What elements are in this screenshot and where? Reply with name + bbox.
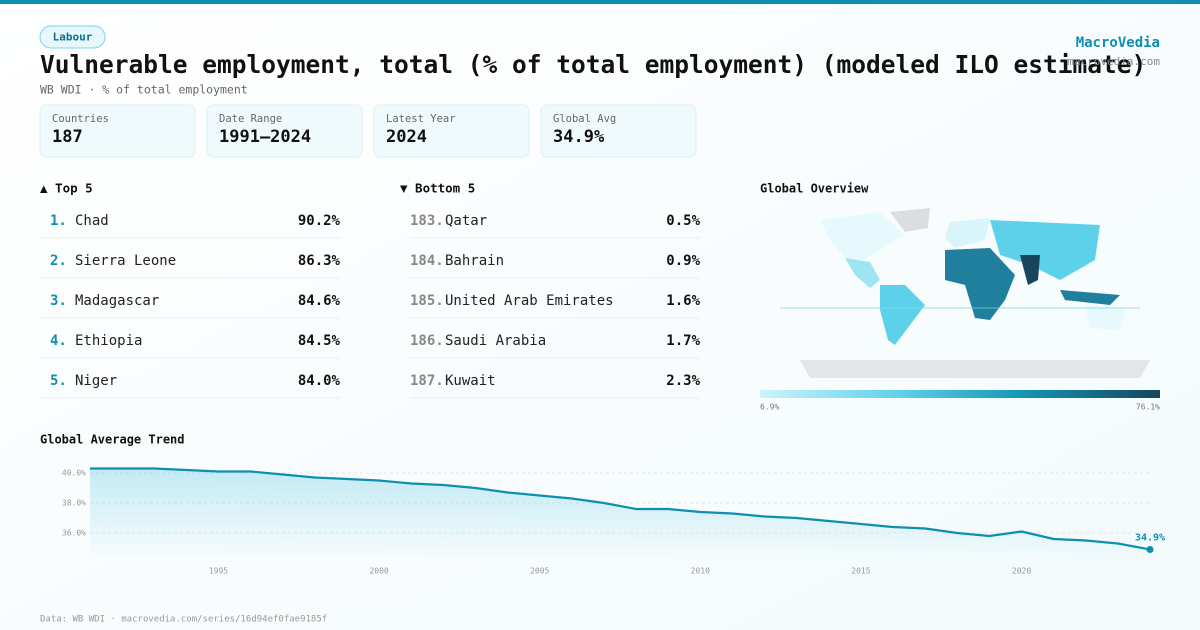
stat-card [39, 104, 196, 158]
south-america [880, 285, 925, 345]
stat-value: 2024 [386, 127, 427, 147]
country-name: Sierra Leone [75, 253, 176, 269]
rank: 187. [410, 373, 444, 389]
south-asia [1020, 255, 1040, 285]
x-tick-label: 1995 [209, 567, 228, 576]
country-name: Niger [75, 373, 117, 389]
country-name: United Arab Emirates [445, 293, 614, 309]
central-america [845, 258, 880, 288]
stat-value: 187 [52, 127, 83, 147]
subtitle: WB WDI · % of total employment [40, 83, 248, 97]
y-tick-label: 40.0% [62, 469, 86, 478]
country-value: 90.2% [298, 213, 341, 229]
se-asia [1060, 290, 1120, 305]
rank: 184. [410, 253, 444, 269]
australia [1085, 305, 1125, 330]
y-tick-label: 36.0% [62, 529, 86, 538]
tag: Labour [53, 31, 93, 44]
bottom5-title: ▼ Bottom 5 [400, 181, 475, 196]
line [90, 467, 1151, 551]
country-name: Ethiopia [75, 333, 142, 349]
chart-title: Global Average Trend [40, 433, 185, 447]
rank: 4. [50, 333, 67, 349]
greenland [890, 208, 930, 232]
color-scale [760, 390, 1160, 398]
rank: 186. [410, 333, 444, 349]
country-name: Madagascar [75, 293, 159, 309]
country-name: Bahrain [445, 253, 504, 269]
stat-label: Latest Year [386, 113, 456, 125]
country-name: Chad [75, 213, 109, 229]
country-value: 1.7% [666, 333, 700, 349]
top5-title: ▲ Top 5 [40, 181, 93, 196]
africa [945, 248, 1015, 320]
scale-min: 6.9% [760, 403, 779, 412]
y-tick-label: 38.0% [62, 499, 86, 508]
country-name: Saudi Arabia [445, 333, 546, 349]
scale-max: 76.1% [1136, 403, 1160, 412]
country-value: 0.9% [666, 253, 700, 269]
country-value: 2.3% [666, 373, 700, 389]
stat-card [540, 104, 697, 158]
stat-value: 1991–2024 [219, 127, 311, 147]
rank: 183. [410, 213, 444, 229]
antarctica [800, 360, 1150, 378]
country-name: Qatar [445, 213, 487, 229]
rank: 1. [50, 213, 67, 229]
end-point [1146, 546, 1154, 553]
stat-label: Date Range [219, 113, 282, 125]
rank: 2. [50, 253, 67, 269]
map-title: Global Overview [760, 182, 869, 196]
rank: 185. [410, 293, 444, 309]
stat-value: 34.9% [553, 127, 605, 147]
brand-url: macrovedia.com [1067, 55, 1160, 68]
footer: Data: WB WDI · macrovedia.com/series/16d… [40, 615, 327, 625]
north-america [820, 212, 905, 262]
country-name: Kuwait [445, 373, 496, 389]
tag-pill [39, 25, 106, 49]
country-value: 84.6% [298, 293, 341, 309]
x-tick-label: 2000 [369, 567, 388, 576]
rank: 3. [50, 293, 67, 309]
country-value: 86.3% [298, 253, 341, 269]
x-tick-label: 2005 [530, 567, 549, 576]
stat-label: Global Avg [553, 113, 616, 125]
top-bar [0, 0, 1200, 4]
country-value: 84.5% [298, 333, 341, 349]
country-value: 84.0% [298, 373, 341, 389]
x-tick-label: 2010 [691, 567, 710, 576]
value-label: 34.9% [1135, 533, 1165, 544]
brand-name: MacroVedia [1076, 35, 1160, 51]
rank: 5. [50, 373, 67, 389]
title: Vulnerable employment, total (% of total… [40, 50, 1146, 79]
x-tick-label: 2015 [851, 567, 870, 576]
country-value: 0.5% [666, 213, 700, 229]
stat-card [206, 104, 363, 158]
country-value: 1.6% [666, 293, 700, 309]
area [90, 468, 1150, 560]
x-tick-label: 2020 [1012, 567, 1031, 576]
stat-card [373, 104, 530, 158]
asia [990, 220, 1100, 280]
world-map [780, 208, 1150, 378]
europe [945, 218, 990, 248]
stat-label: Countries [52, 113, 109, 125]
